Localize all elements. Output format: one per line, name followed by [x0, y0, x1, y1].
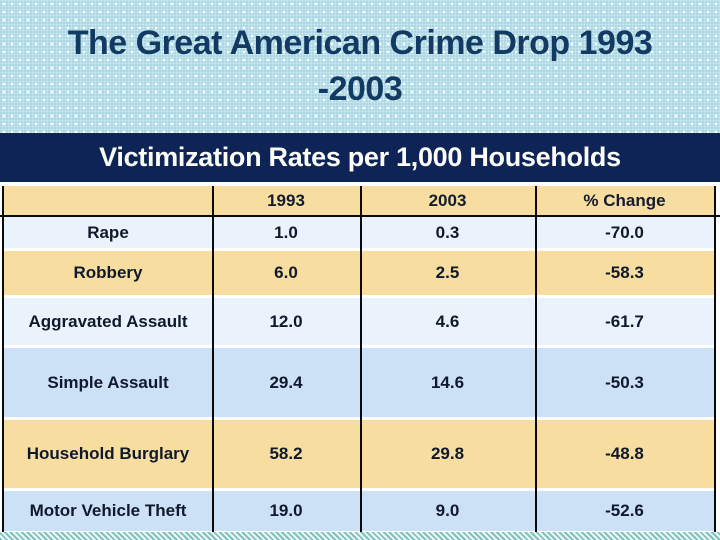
row-label: Motor Vehicle Theft — [29, 501, 187, 520]
value-change: -50.3 — [605, 372, 644, 392]
column-divider-1 — [212, 186, 214, 532]
header-2003: 2003 — [428, 190, 467, 210]
bottom-decorative-strip — [0, 532, 720, 540]
section-banner-title: Victimization Rates per 1,000 Households — [99, 142, 621, 172]
column-divider-2 — [360, 186, 362, 532]
table-header-row: 1993 2003 % Change — [4, 186, 714, 215]
value-2003: 9.0 — [435, 501, 460, 520]
table-row-household-burglary: Household Burglary 58.2 29.8 -48.8 — [4, 420, 714, 488]
table-row-rape: Rape 1.0 0.3 -70.0 — [4, 217, 714, 248]
table-row-motor-vehicle-theft: Motor Vehicle Theft 19.0 9.0 -52.6 — [4, 491, 714, 531]
slide-title-line-2: -2003 — [317, 70, 403, 108]
column-divider-3 — [535, 186, 537, 532]
value-2003: 2.5 — [435, 263, 460, 282]
value-change: -52.6 — [605, 501, 644, 520]
value-2003: 0.3 — [435, 222, 460, 242]
slide-title-line-1: The Great American Crime Drop 1993 — [67, 24, 653, 62]
value-change: -48.8 — [605, 444, 644, 463]
value-1993: 29.4 — [269, 372, 303, 392]
value-2003: 29.8 — [430, 444, 465, 463]
victimization-table: 1993 2003 % Change Rape 1.0 0.3 -70.0 Ro… — [0, 182, 720, 532]
row-label: Robbery — [73, 263, 143, 282]
table-row-aggravated-assault: Aggravated Assault 12.0 4.6 -61.7 — [4, 298, 714, 345]
section-banner: Victimization Rates per 1,000 Households — [0, 133, 720, 182]
value-change: -70.0 — [605, 222, 644, 242]
header-1993: 1993 — [267, 190, 305, 210]
value-2003: 14.6 — [430, 372, 465, 392]
value-1993: 12.0 — [269, 311, 303, 331]
slide-title: The Great American Crime Drop 1993 -2003 — [0, 0, 720, 133]
value-1993: 58.2 — [269, 444, 303, 463]
value-1993: 19.0 — [269, 501, 303, 520]
row-label: Aggravated Assault — [28, 311, 188, 331]
value-2003: 4.6 — [435, 311, 460, 331]
row-label: Rape — [87, 222, 129, 242]
row-label: Simple Assault — [47, 372, 169, 392]
value-change: -61.7 — [605, 311, 644, 331]
value-change: -58.3 — [605, 263, 644, 282]
header-percent-change: % Change — [583, 190, 666, 210]
table-border-right — [714, 186, 716, 532]
table-border-left — [2, 186, 4, 532]
row-label: Household Burglary — [26, 444, 190, 463]
table-row-robbery: Robbery 6.0 2.5 -58.3 — [4, 251, 714, 295]
table-row-simple-assault: Simple Assault 29.4 14.6 -50.3 — [4, 348, 714, 417]
value-1993: 1.0 — [274, 222, 298, 242]
value-1993: 6.0 — [274, 263, 298, 282]
